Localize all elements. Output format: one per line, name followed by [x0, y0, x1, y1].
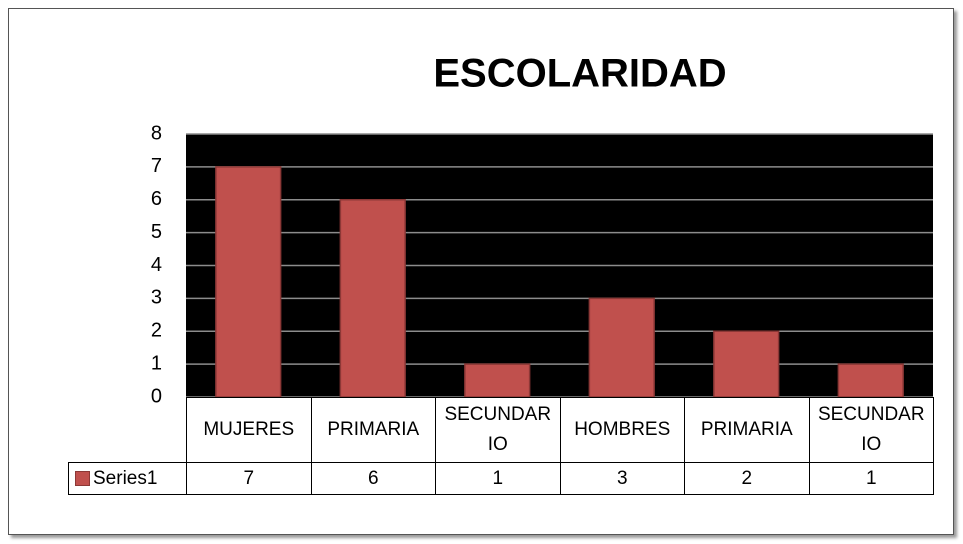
bar: [464, 363, 531, 398]
category-cell: HOMBRES: [559, 397, 685, 463]
bar: [588, 297, 655, 398]
y-tick-label: 1: [151, 352, 162, 374]
y-tick-label: 4: [151, 254, 162, 276]
category-cell: MUJERES: [186, 397, 312, 463]
value-cell: 2: [684, 462, 810, 495]
category-cell: SECUNDARIO: [435, 397, 561, 463]
y-tick-label: 3: [151, 287, 162, 309]
value-cell: 1: [435, 462, 561, 495]
value-cell: 6: [310, 462, 436, 495]
legend-cell: Series1: [68, 462, 187, 495]
bar: [837, 363, 904, 398]
chart-title: ESCOLARIDAD: [433, 52, 726, 96]
category-cell: SECUNDARIO: [808, 397, 934, 463]
value-cell: 3: [559, 462, 685, 495]
category-cell: PRIMARIA: [310, 397, 436, 463]
y-tick-label: 8: [151, 122, 162, 144]
category-cell: PRIMARIA: [684, 397, 810, 463]
y-tick-label: 5: [151, 221, 162, 243]
value-cell: 1: [808, 462, 934, 495]
bar: [339, 199, 406, 398]
value-cell: 7: [186, 462, 312, 495]
y-tick-label: 0: [151, 385, 162, 407]
y-tick-label: 7: [151, 155, 162, 177]
bar: [713, 330, 780, 398]
y-tick-label: 2: [151, 320, 162, 342]
legend-key: [75, 471, 90, 486]
legend-label: Series1: [93, 467, 158, 489]
y-tick-label: 6: [151, 188, 162, 210]
bar: [215, 166, 282, 398]
